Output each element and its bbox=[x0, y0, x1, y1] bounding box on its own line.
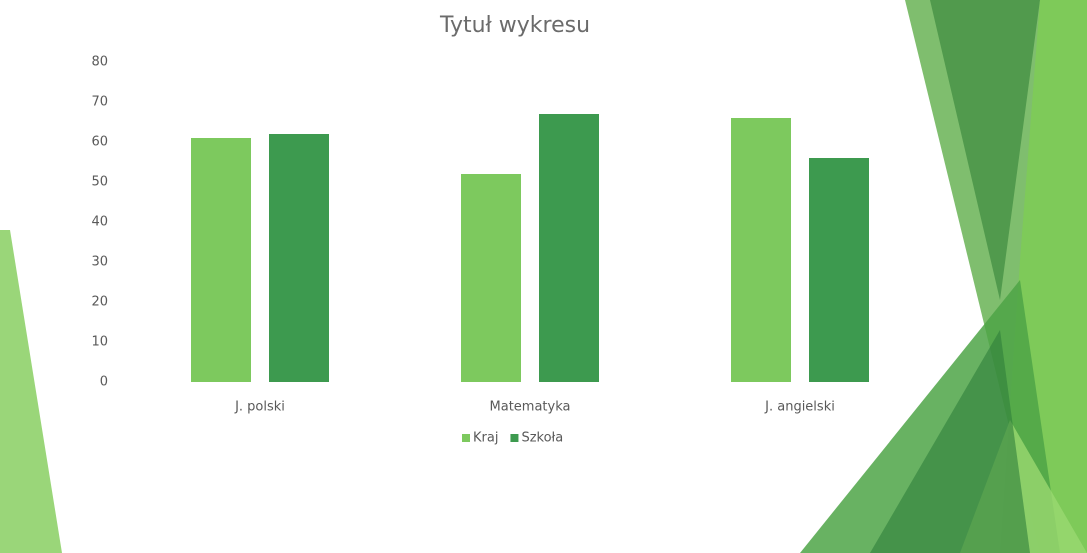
x-tick-label: J. angielski bbox=[764, 400, 835, 415]
x-tick-label: J. polski bbox=[234, 400, 285, 415]
x-tick-label: Matematyka bbox=[490, 400, 571, 415]
y-tick-label: 70 bbox=[91, 95, 108, 110]
y-tick-label: 30 bbox=[91, 255, 108, 270]
legend-swatch bbox=[462, 434, 470, 442]
y-tick-label: 60 bbox=[91, 135, 108, 150]
legend-swatch bbox=[510, 434, 519, 442]
y-tick-label: 40 bbox=[91, 215, 108, 230]
y-tick-label: 50 bbox=[91, 175, 108, 190]
bar bbox=[809, 158, 869, 382]
y-tick-label: 10 bbox=[91, 335, 108, 350]
legend-label: Szkoła bbox=[521, 431, 563, 446]
legend-label: Kraj bbox=[473, 431, 498, 446]
y-tick-label: 80 bbox=[91, 55, 108, 70]
chart-title: Tytuł wykresu bbox=[439, 13, 590, 38]
bar bbox=[269, 134, 329, 382]
bar bbox=[539, 114, 599, 382]
bar bbox=[461, 174, 521, 382]
y-tick-label: 20 bbox=[91, 295, 108, 310]
bar bbox=[731, 118, 791, 382]
y-tick-label: 0 bbox=[100, 375, 108, 390]
bar bbox=[191, 138, 251, 382]
